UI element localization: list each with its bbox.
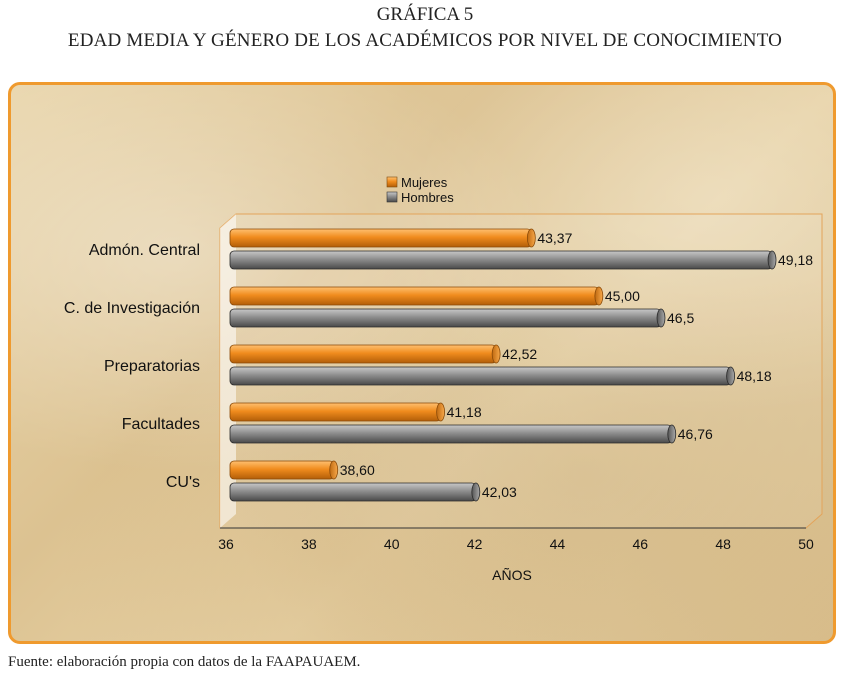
- legend-swatch-mujeres: [386, 176, 398, 188]
- bar-end-cap: [667, 424, 677, 444]
- source-note: Fuente: elaboración propia con datos de …: [8, 654, 361, 670]
- data-label: 46,5: [667, 310, 694, 326]
- data-label: 49,18: [778, 252, 813, 268]
- bar-mujeres: [229, 286, 600, 306]
- x-tick-label: 50: [798, 536, 814, 552]
- bar-hombres: [229, 250, 773, 270]
- bar-end-cap: [436, 402, 446, 422]
- data-label: 48,18: [737, 368, 772, 384]
- x-axis-title: AÑOS: [492, 567, 532, 583]
- category-labels: Admón. Central C. de Investigación Prepara…: [64, 242, 200, 491]
- bar-hombres: [229, 308, 662, 328]
- data-label: 42,52: [502, 346, 537, 362]
- x-tick-label: 38: [301, 536, 317, 552]
- category-label: C. de Investigación: [64, 300, 200, 317]
- category-label: Facultades: [122, 416, 200, 433]
- data-label: 38,60: [340, 462, 375, 478]
- bar-end-cap: [767, 250, 777, 270]
- x-tick-label: 42: [467, 536, 483, 552]
- bar-end-cap: [491, 344, 501, 364]
- category-label: CU's: [166, 474, 200, 491]
- bars-group: [229, 228, 777, 502]
- bar-end-cap: [594, 286, 604, 306]
- bar-end-cap: [526, 228, 536, 248]
- x-tick-label: 40: [384, 536, 400, 552]
- chart-title-number: GRÁFICA 5: [376, 4, 474, 25]
- bar-mujeres: [229, 460, 335, 480]
- x-tick-label: 44: [550, 536, 566, 552]
- x-tick-label: 36: [218, 536, 234, 552]
- bar-end-cap: [471, 482, 481, 502]
- bar-mujeres: [229, 228, 532, 248]
- bar-end-cap: [329, 460, 339, 480]
- x-tick-label: 48: [715, 536, 731, 552]
- legend: Mujeres Hombres: [386, 175, 454, 205]
- bar-mujeres: [229, 402, 442, 422]
- bar-hombres: [229, 366, 732, 386]
- data-label: 46,76: [678, 426, 713, 442]
- bar-end-cap: [656, 308, 666, 328]
- category-label: Preparatorias: [104, 358, 200, 375]
- legend-label-hombres: Hombres: [401, 190, 454, 205]
- bar-hombres: [229, 482, 477, 502]
- legend-swatch-hombres: [386, 191, 398, 203]
- bar-end-cap: [726, 366, 735, 386]
- legend-label-mujeres: Mujeres: [401, 175, 448, 190]
- bar-hombres: [229, 424, 673, 444]
- bar-mujeres: [229, 344, 497, 364]
- x-tick-label: 46: [632, 536, 648, 552]
- data-label: 42,03: [482, 484, 517, 500]
- chart-title: EDAD MEDIA Y GÉNERO DE LOS ACADÉMICOS PO…: [67, 30, 783, 51]
- data-label: 41,18: [447, 404, 482, 420]
- value-labels: 43,37 49,18 45,00 46,5 42,52 48,18 41,18 46,76 3…: [340, 230, 814, 500]
- data-label: 43,37: [537, 230, 572, 246]
- x-axis-ticks: 36 38 40 42 44 46 48 50: [218, 536, 814, 552]
- category-label: Admón. Central: [89, 242, 200, 259]
- data-label: 45,00: [605, 288, 640, 304]
